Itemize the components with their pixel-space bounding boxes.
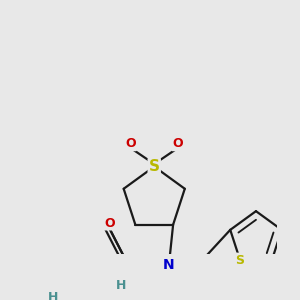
Text: O: O xyxy=(104,217,115,230)
Text: N: N xyxy=(163,258,175,272)
Text: H: H xyxy=(116,279,126,292)
Text: H: H xyxy=(48,291,58,300)
Text: S: S xyxy=(149,159,160,174)
Text: O: O xyxy=(172,137,183,150)
Text: O: O xyxy=(125,137,136,150)
Text: S: S xyxy=(236,254,244,267)
